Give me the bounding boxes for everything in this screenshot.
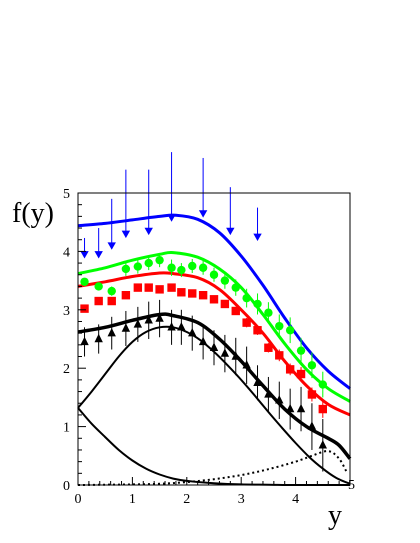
data-point-triangle-up	[253, 377, 262, 386]
data-point-circle	[285, 326, 295, 335]
data-point-square	[275, 351, 284, 360]
data-point-circle	[318, 380, 327, 389]
data-point-square	[264, 343, 273, 352]
data-point-triangle-down	[80, 251, 89, 259]
x-tick-label: 2	[183, 492, 190, 507]
data-point-triangle-up	[275, 395, 284, 404]
y-tick-label: 1	[63, 421, 70, 436]
data-point-circle	[155, 255, 164, 265]
data-point-circle	[307, 361, 317, 370]
data-point-circle	[177, 265, 186, 275]
y-tick-label: 0	[63, 479, 70, 494]
data-point-triangle-up	[209, 342, 219, 351]
data-point-triangle-up	[264, 389, 273, 398]
data-point-triangle-up	[307, 421, 317, 430]
x-tick-label: 4	[292, 492, 299, 507]
data-point-circle	[253, 299, 262, 309]
data-point-circle	[275, 321, 284, 331]
data-point-square	[144, 283, 153, 292]
data-point-circle	[220, 276, 230, 285]
data-point-square	[107, 296, 116, 306]
data-point-square	[198, 291, 208, 300]
data-point-triangle-up	[144, 315, 153, 324]
data-point-circle	[121, 264, 131, 274]
y-tick-label: 2	[63, 362, 70, 377]
data-point-triangle-up	[220, 348, 230, 357]
data-point-circle	[188, 261, 197, 271]
data-point-square	[167, 283, 176, 292]
data-point-square	[253, 326, 262, 335]
data-point-square	[121, 291, 131, 300]
data-point-circle	[209, 270, 219, 279]
data-point-triangle-up	[80, 336, 89, 346]
data-point-square	[220, 299, 230, 309]
data-point-triangle-up	[167, 322, 176, 331]
data-point-triangle-down	[94, 251, 103, 259]
curve-0	[77, 213, 351, 390]
data-point-triangle-up	[188, 327, 197, 337]
data-point-circle	[144, 258, 153, 268]
plot-frame	[77, 192, 351, 486]
data-point-triangle-down	[121, 230, 131, 239]
data-point-triangle-up	[318, 440, 327, 449]
y-axis-title: f(y)	[12, 198, 54, 229]
data-point-circle	[167, 263, 176, 272]
x-tick-label: 1	[129, 492, 136, 507]
data-point-triangle-up	[133, 319, 143, 328]
data-point-circle	[94, 282, 103, 291]
data-point-triangle-down	[144, 227, 153, 236]
data-point-triangle-up	[198, 336, 208, 346]
data-point-square	[80, 304, 89, 313]
data-point-triangle-down	[198, 210, 208, 218]
axis-ticks	[77, 192, 351, 486]
curve-3	[77, 312, 352, 460]
data-point-triangle-down	[107, 242, 116, 250]
data-point-square	[296, 369, 306, 379]
data-markers	[80, 152, 327, 472]
curve-5	[77, 407, 350, 486]
curve-1	[77, 250, 351, 403]
data-point-circle	[133, 262, 143, 271]
data-point-circle	[296, 346, 306, 355]
data-point-circle	[242, 293, 251, 303]
data-point-square	[155, 285, 164, 294]
data-point-triangle-up	[94, 333, 103, 343]
data-point-square	[242, 318, 251, 327]
y-tick-label: 5	[63, 187, 70, 202]
data-point-triangle-up	[107, 327, 116, 337]
data-point-triangle-down	[226, 227, 235, 236]
data-point-circle	[80, 277, 89, 286]
data-point-triangle-down	[253, 233, 262, 241]
x-axis-title: y	[328, 500, 342, 531]
tick-labels: 0 1 2 3 4 5 0 1 2 3 4 5	[63, 187, 355, 507]
curve-2	[77, 271, 351, 417]
data-point-square	[177, 288, 186, 297]
data-point-square	[209, 295, 219, 304]
x-tick-label: 0	[75, 492, 82, 507]
data-point-square	[94, 296, 103, 306]
data-point-circle	[107, 286, 116, 296]
x-tick-label: 5	[348, 478, 355, 493]
data-point-square	[133, 283, 143, 292]
data-point-circle	[264, 308, 273, 317]
data-point-triangle-up	[177, 322, 186, 331]
data-point-triangle-up	[155, 313, 164, 322]
data-point-square	[231, 306, 240, 316]
data-point-square	[307, 390, 317, 399]
data-point-triangle-up	[121, 323, 131, 332]
data-point-square	[318, 404, 327, 414]
data-point-circle	[198, 263, 208, 272]
data-point-triangle-up	[242, 360, 251, 369]
x-tick-label: 3	[238, 492, 245, 507]
data-point-circle	[231, 283, 240, 292]
data-point-square	[188, 289, 197, 298]
data-point-triangle-up	[296, 403, 306, 413]
data-point-square	[285, 365, 295, 374]
data-point-triangle-up	[231, 351, 240, 360]
data-point-triangle-down	[167, 214, 176, 222]
y-tick-label: 4	[63, 245, 70, 260]
y-tick-label: 3	[63, 304, 70, 319]
data-point-triangle-up	[285, 403, 295, 413]
